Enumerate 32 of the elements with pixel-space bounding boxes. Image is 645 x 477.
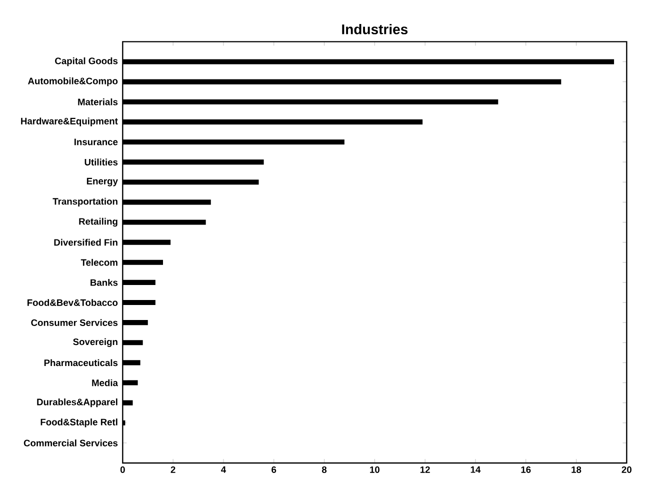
- y-tick-label: Commercial Services: [24, 440, 118, 446]
- y-tick-label: Energy: [86, 178, 118, 186]
- x-tick-label: 4: [221, 466, 226, 473]
- y-tick-label: Diversified Fin: [54, 238, 118, 246]
- y-tick-label: Food&Bev&Tobacco: [28, 299, 118, 306]
- y-tick-label: Insurance: [74, 138, 118, 146]
- y-tick-label: Food&Staple Retl: [40, 418, 118, 428]
- y-tick-label: Automobile&Compo: [28, 77, 118, 86]
- x-tick-label: 8: [322, 466, 327, 473]
- x-tick-label: 20: [622, 466, 632, 473]
- chart-title: Industries: [342, 24, 408, 34]
- y-tick-label: Banks: [90, 279, 118, 286]
- y-tick-label: Telecom: [80, 258, 118, 266]
- y-tick-label: Materials: [78, 98, 118, 106]
- x-tick-label: 12: [420, 466, 430, 473]
- x-tick-label: 10: [370, 466, 380, 473]
- x-tick-label: 6: [272, 466, 276, 473]
- y-tick-label: Media: [92, 379, 118, 386]
- y-tick-label: Hardware&Equipment: [21, 118, 118, 126]
- x-tick-label: 0: [120, 466, 125, 473]
- y-tick-label: Pharmaceuticals: [44, 359, 118, 366]
- x-tick-label: 2: [170, 466, 176, 473]
- x-tick-label: 14: [470, 466, 481, 473]
- x-tick-label: 16: [521, 466, 531, 473]
- y-tick-label: Consumer Services: [31, 319, 118, 326]
- y-tick-label: Sovereign: [73, 338, 118, 347]
- x-tick-label: 18: [572, 466, 582, 473]
- y-tick-label: Transportation: [52, 198, 118, 207]
- y-tick-label: Retailing: [79, 218, 118, 227]
- y-tick-label: Capital Goods: [55, 57, 118, 66]
- y-tick-label: Utilities: [84, 158, 118, 166]
- y-tick-label: Durables&Apparel: [37, 398, 118, 408]
